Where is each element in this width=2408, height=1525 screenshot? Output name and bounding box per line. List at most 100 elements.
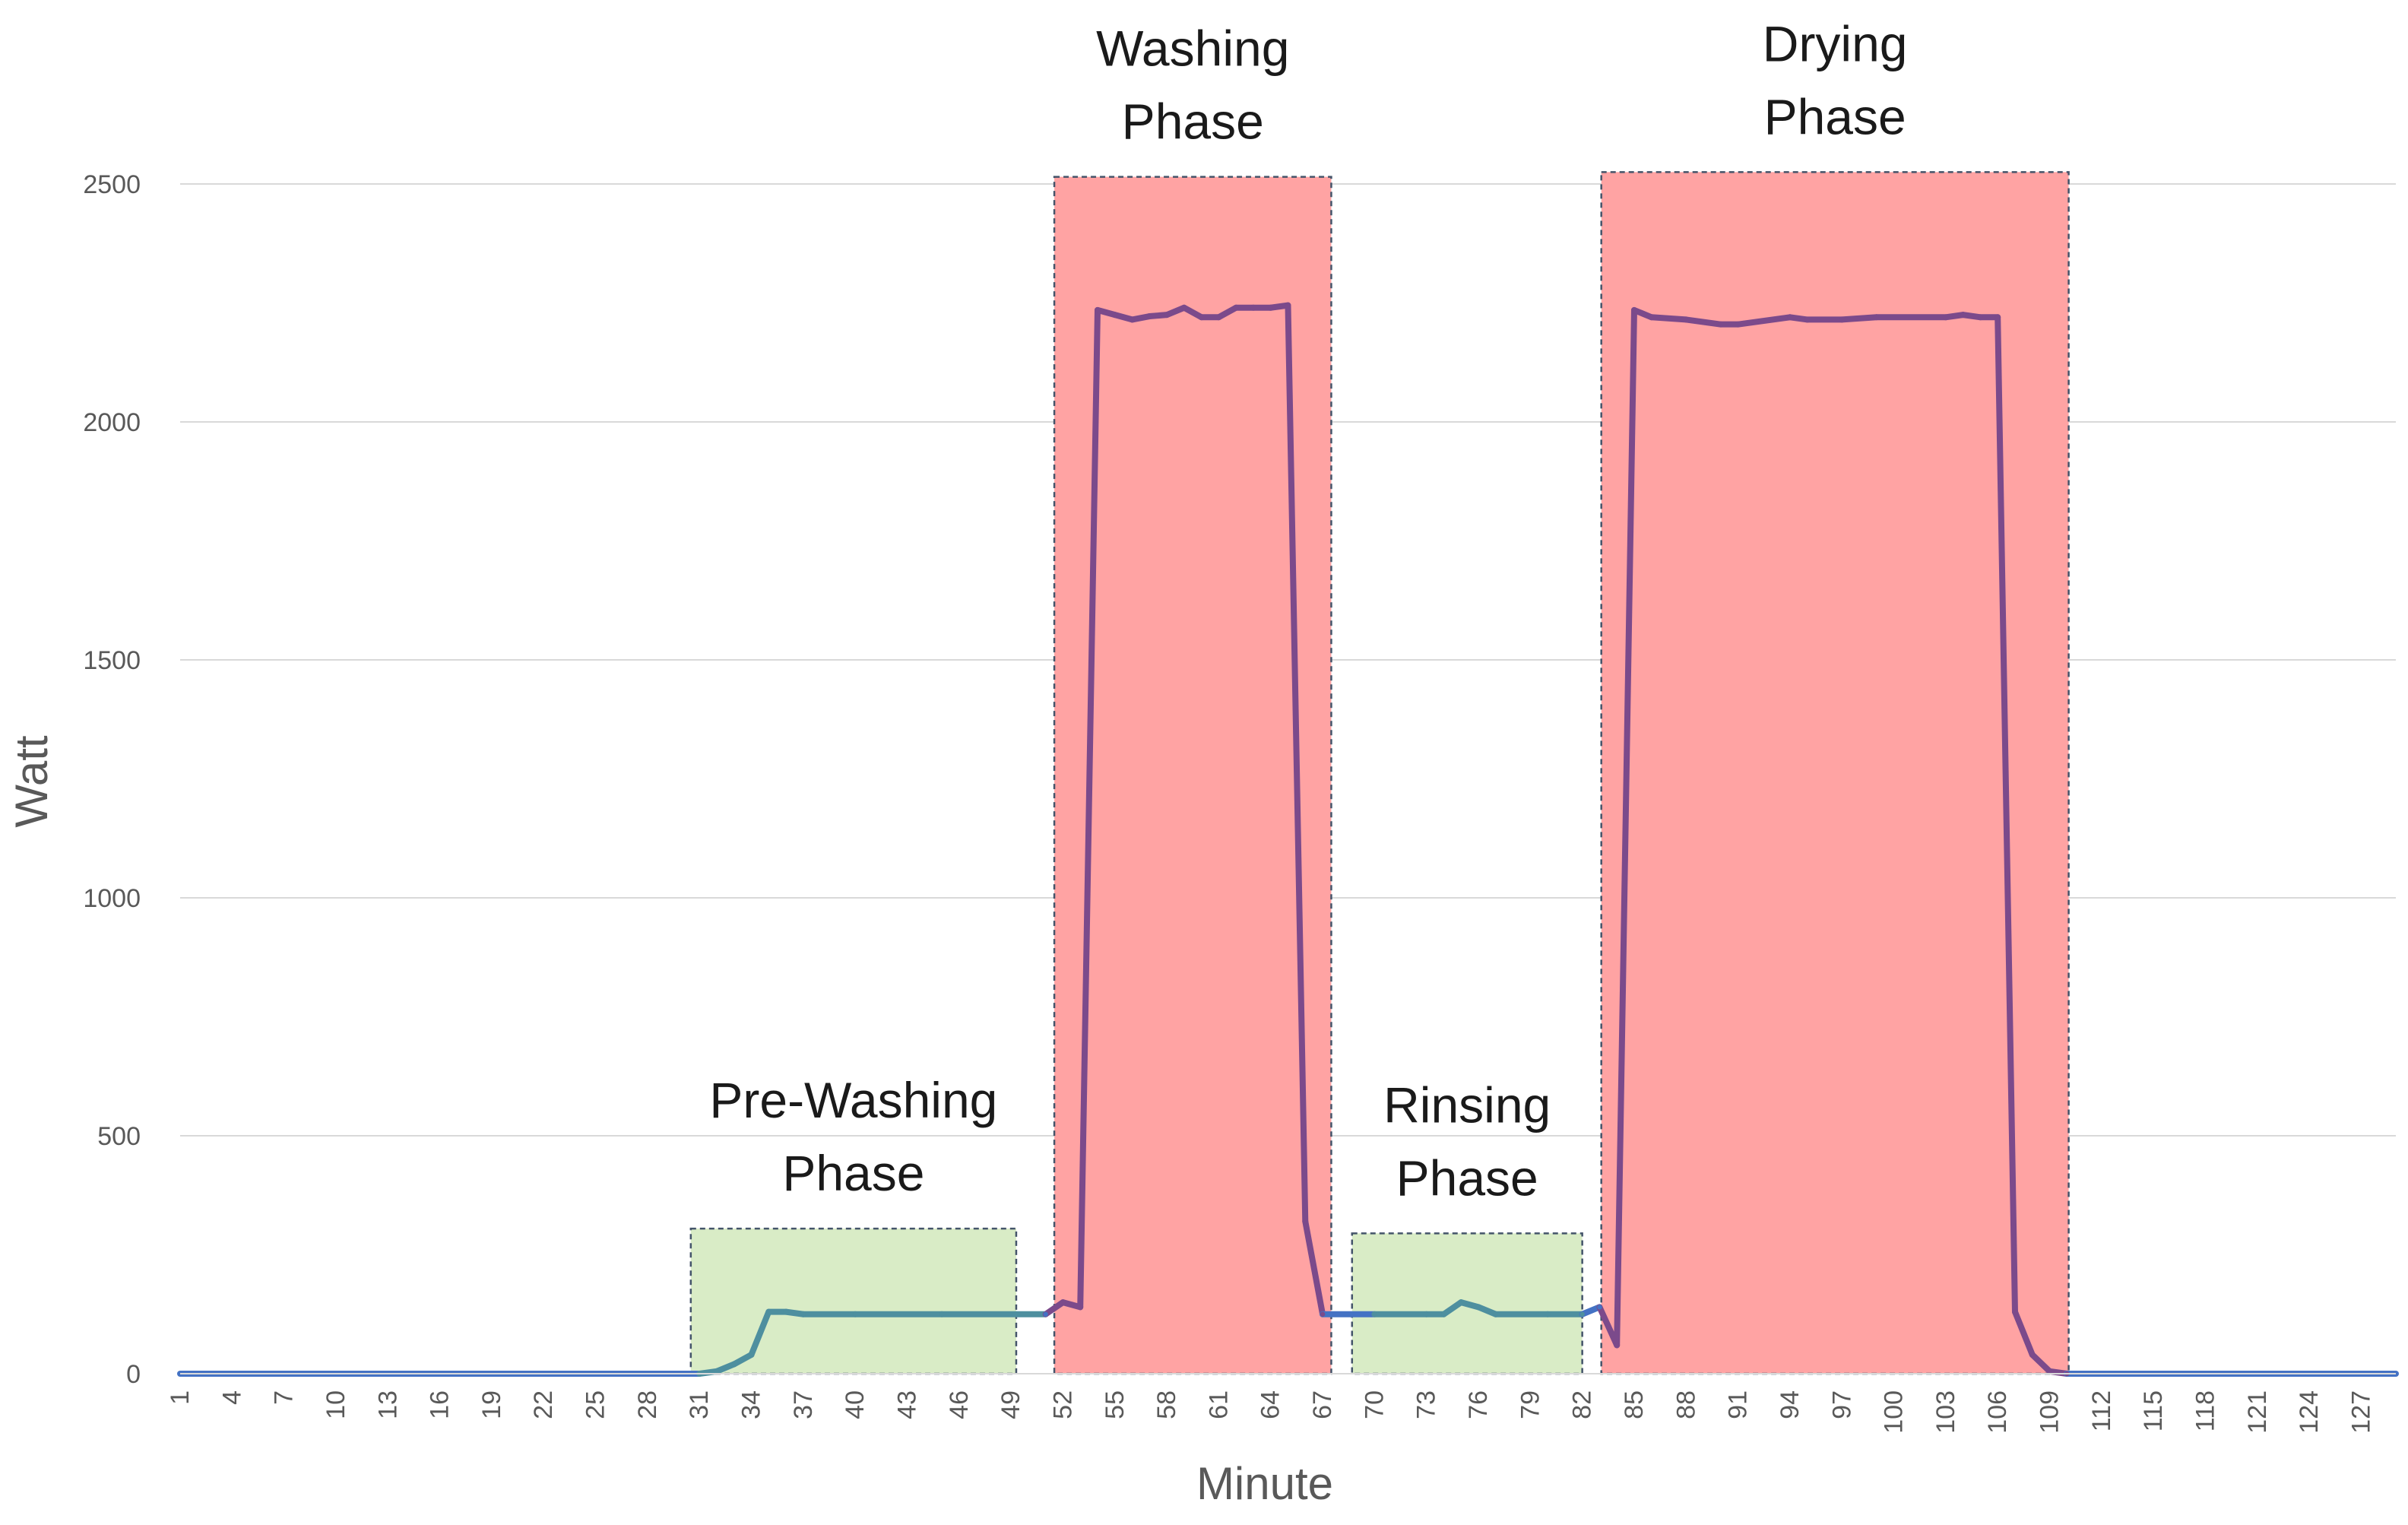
y-axis-title: Watt [6, 735, 57, 827]
series-point [2029, 1352, 2035, 1358]
phase-label-line1: Rinsing [1383, 1076, 1551, 1133]
x-tick-label: 58 [1152, 1390, 1181, 1419]
series-point [714, 1368, 720, 1374]
series-point [1441, 1311, 1446, 1317]
series-line-segment [713, 1361, 737, 1374]
series-point [2012, 1309, 2018, 1314]
series-line-segment [1995, 314, 2018, 1315]
x-tick-label: 88 [1671, 1390, 1700, 1419]
series-point [1579, 1311, 1585, 1317]
x-tick-label: 61 [1204, 1390, 1233, 1419]
x-tick-label: 46 [945, 1390, 974, 1419]
series-point [1147, 313, 1152, 319]
series-line-segment [1042, 1299, 1066, 1317]
x-tick-label: 52 [1048, 1390, 1077, 1419]
x-tick-label: 10 [322, 1390, 350, 1419]
series-point [1804, 317, 1810, 322]
x-tick-label: 127 [2346, 1390, 2375, 1434]
series-point [1597, 1305, 1602, 1310]
series-point [749, 1352, 754, 1358]
series-line-segment [2029, 1351, 2053, 1374]
x-tick-label: 64 [1256, 1390, 1285, 1419]
series-point [1095, 307, 1101, 313]
series-point [852, 1311, 858, 1317]
x-tick-label: 40 [841, 1390, 870, 1419]
series-point [1960, 312, 1966, 318]
x-tick-label: 79 [1516, 1390, 1545, 1419]
series-point [1268, 305, 1273, 310]
series-line-segment [1735, 314, 1793, 328]
x-tick-label: 118 [2191, 1390, 2219, 1431]
x-tick-label: 103 [1931, 1390, 1960, 1434]
series-point [731, 1362, 737, 1367]
x-tick-label: 31 [685, 1390, 714, 1419]
series-point [939, 1311, 945, 1317]
phase-label-line1: Washing [1096, 21, 1289, 77]
phase-region-2 [1053, 176, 1332, 1375]
series-point [1493, 1311, 1498, 1317]
x-tick-label: 49 [996, 1390, 1025, 1419]
series-point [1130, 317, 1135, 322]
x-tick-label: 1 [166, 1390, 195, 1405]
x-tick-label: 106 [1983, 1390, 2012, 1434]
series-point [2047, 1368, 2052, 1374]
x-tick-label: 70 [1360, 1390, 1389, 1419]
y-tick-label: 2000 [83, 408, 141, 437]
phase-label-line2: Phase [1764, 88, 1906, 144]
y-tick-label: 1000 [83, 884, 141, 913]
series-point [1303, 1219, 1308, 1224]
x-tick-label: 43 [892, 1390, 921, 1419]
series-line-segment [1285, 302, 1309, 1225]
x-tick-label: 115 [2139, 1390, 2168, 1431]
phase-label-line1: Pre-Washing [709, 1072, 997, 1128]
x-tick-label: 67 [1308, 1390, 1337, 1419]
series-line-segment [1302, 1218, 1326, 1317]
x-tick-label: 34 [737, 1390, 766, 1419]
series-point [1995, 315, 2001, 320]
series-point [1320, 1311, 1326, 1317]
series-line-segment [1215, 304, 1240, 321]
series-point [766, 1309, 772, 1314]
series-point [1459, 1299, 1464, 1305]
series-point [783, 1309, 789, 1314]
x-tick-label: 85 [1620, 1390, 1649, 1419]
x-tick-label: 13 [373, 1390, 402, 1419]
x-tick-label: 28 [633, 1390, 662, 1419]
series-point [1718, 322, 1724, 327]
series-point [1545, 1311, 1551, 1317]
series-line-segment [1440, 1299, 1465, 1317]
series-line-segment [1180, 304, 1205, 321]
x-tick-label: 97 [1827, 1390, 1856, 1419]
series-point [1199, 315, 1204, 320]
x-tick-label: 124 [2295, 1390, 2324, 1434]
x-tick-label: 16 [426, 1390, 455, 1419]
series-point [1112, 312, 1117, 318]
y-tick-label: 0 [126, 1360, 141, 1389]
series-line-segment [1164, 304, 1187, 319]
x-tick-label: 82 [1568, 1390, 1597, 1419]
series-point [1649, 315, 1654, 320]
series-point [1475, 1305, 1481, 1310]
x-tick-label: 55 [1101, 1390, 1130, 1419]
series-line-segment [1630, 306, 1655, 321]
x-tick-label: 112 [2087, 1390, 2116, 1431]
series-line-segment [748, 1308, 772, 1358]
series-point [800, 1311, 806, 1317]
phase-labels: Pre-Washing Phase Washing Phase Rinsing Phase… [709, 15, 1907, 1206]
x-tick-label: 19 [477, 1390, 506, 1419]
phase-region-4 [1600, 171, 2070, 1375]
x-tick-label: 76 [1464, 1390, 1493, 1419]
x-axis-title: Minute [1196, 1458, 1333, 1509]
series-point [1216, 315, 1221, 320]
x-tick-label: 25 [581, 1390, 610, 1419]
x-tick-label: 7 [270, 1390, 299, 1405]
series-point [1164, 312, 1170, 318]
x-tick-label: 109 [2036, 1390, 2064, 1434]
y-tick-label: 500 [97, 1122, 141, 1151]
series-point [1735, 322, 1741, 327]
y-tick-label: 1500 [83, 646, 141, 675]
series-point [1631, 307, 1637, 313]
series-point [1978, 315, 1983, 320]
y-tick-label: 2500 [83, 170, 141, 199]
